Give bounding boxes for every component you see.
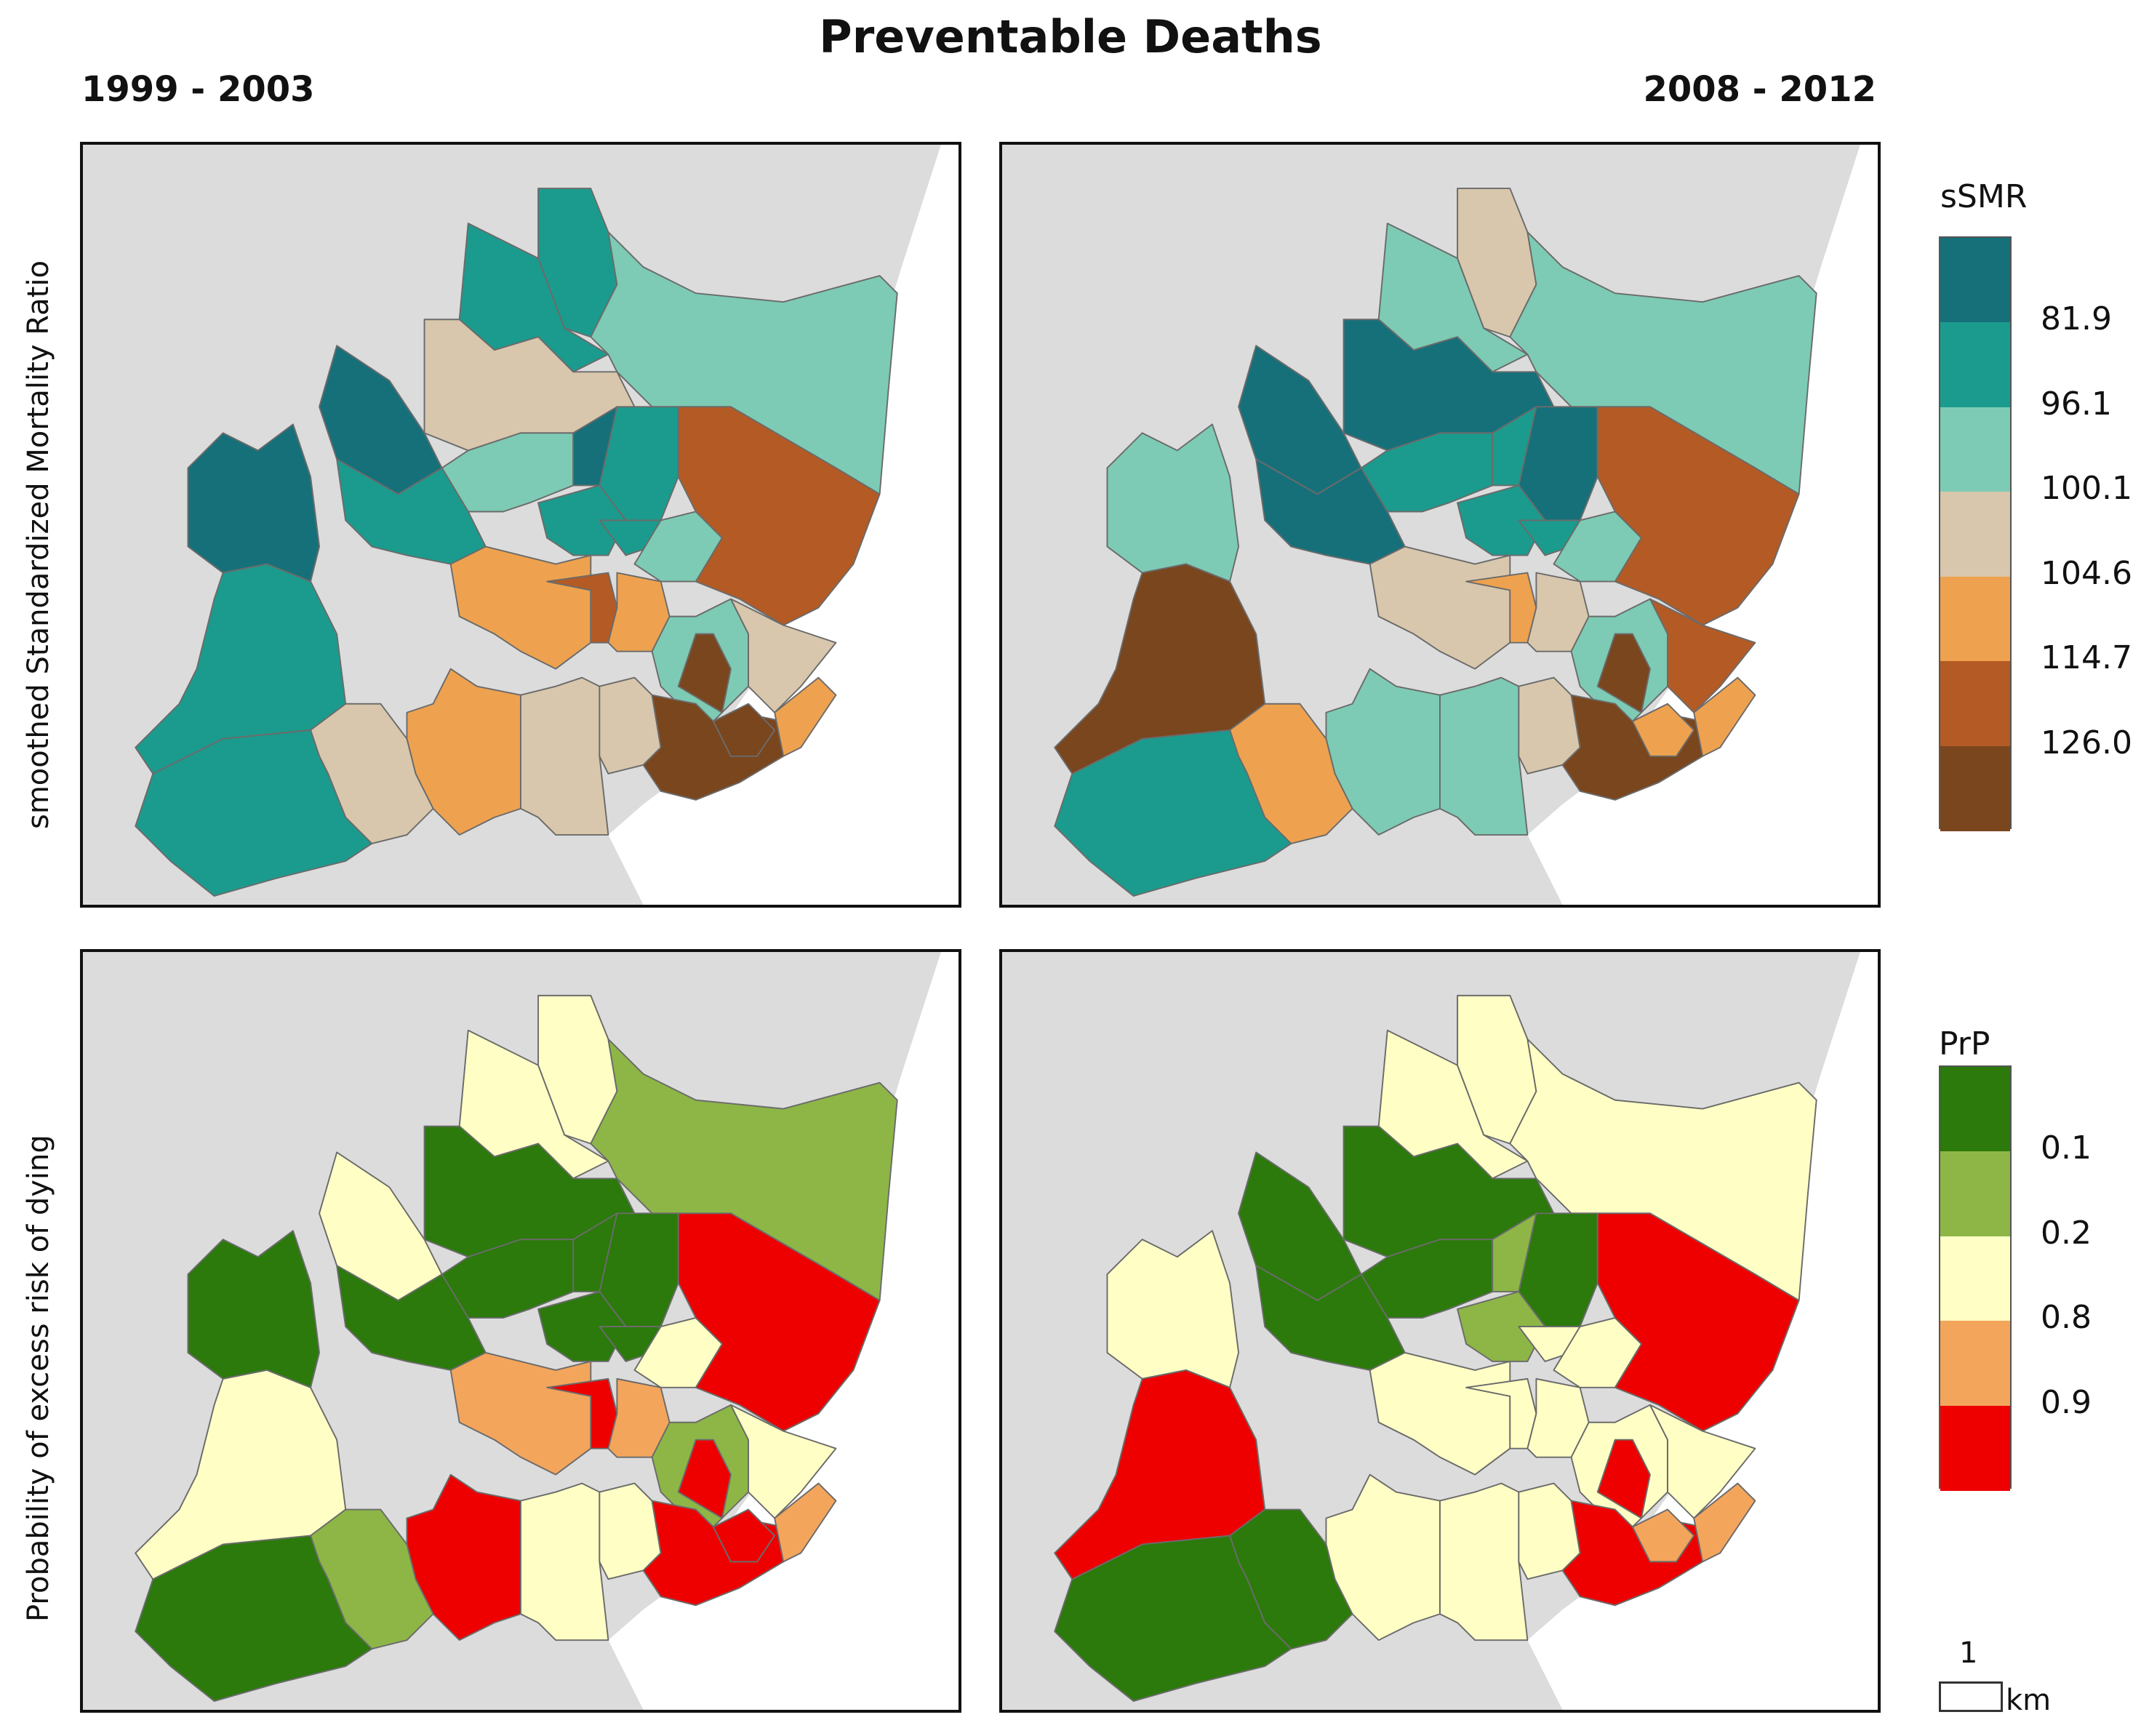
legend-break-label: 104.6 <box>2041 554 2132 592</box>
district-20[interactable] <box>677 1439 732 1519</box>
district-14[interactable] <box>1596 1212 1800 1432</box>
district-29[interactable] <box>135 1369 347 1580</box>
legend-swatch <box>1940 576 2010 663</box>
district-25[interactable] <box>712 703 776 757</box>
district-17[interactable] <box>1526 1377 1590 1458</box>
district-8[interactable] <box>187 423 321 583</box>
legend-swatch <box>1940 1067 2010 1153</box>
scale-bar-value: 1 <box>1959 1636 1978 1670</box>
scale-bar <box>1939 1681 2003 1712</box>
district-22[interactable] <box>1439 676 1529 836</box>
legend-prp-title: PrP <box>1939 1025 1990 1063</box>
district-22[interactable] <box>520 676 609 836</box>
district-25[interactable] <box>1631 1508 1695 1563</box>
district-29[interactable] <box>1054 563 1266 775</box>
legend-ssmr-colorbar <box>1939 236 2012 831</box>
row-label-prp: Probability of excess risk of dying <box>22 1135 55 1622</box>
figure-title: Preventable Deaths <box>819 10 1322 63</box>
district-4[interactable] <box>423 319 636 452</box>
legend-break-label: 81.9 <box>2041 300 2112 338</box>
district-11[interactable] <box>1457 1291 1546 1362</box>
district-25[interactable] <box>712 1508 776 1563</box>
district-4[interactable] <box>423 1125 636 1258</box>
map-panel[interactable] <box>999 949 1881 1713</box>
legend-break-label: 100.1 <box>2041 470 2132 508</box>
legend-break-label: 0.8 <box>2041 1299 2092 1337</box>
district-14[interactable] <box>1596 406 1800 626</box>
district-22[interactable] <box>1439 1482 1529 1641</box>
district-8[interactable] <box>1106 423 1240 583</box>
legend-swatch <box>1940 1151 2010 1237</box>
map-ssmr-2008-2012[interactable] <box>1002 145 1878 905</box>
map-panel[interactable] <box>999 142 1881 908</box>
period-label-left: 1999 - 2003 <box>81 69 315 110</box>
legend-break-label: 0.9 <box>2041 1383 2092 1421</box>
district-4[interactable] <box>1342 1125 1555 1258</box>
map-prp-2008-2012[interactable] <box>1002 952 1878 1710</box>
legend-swatch <box>1940 492 2010 577</box>
district-14[interactable] <box>677 1212 881 1432</box>
district-26[interactable] <box>774 1482 837 1563</box>
district-26[interactable] <box>1693 676 1756 757</box>
district-19[interactable] <box>729 1404 837 1519</box>
district-8[interactable] <box>1106 1230 1240 1388</box>
legend-break-label: 126.0 <box>2041 724 2132 761</box>
district-20[interactable] <box>677 633 732 713</box>
district-11[interactable] <box>1457 484 1546 556</box>
legend-ssmr-title: sSMR <box>1940 178 2028 215</box>
district-4[interactable] <box>1342 319 1555 452</box>
legend-swatch <box>1940 1405 2010 1491</box>
district-22[interactable] <box>520 1482 609 1641</box>
district-17[interactable] <box>607 1377 671 1458</box>
legend-swatch <box>1940 661 2010 747</box>
legend-swatch <box>1940 407 2010 493</box>
map-prp-1999-2003[interactable] <box>83 952 959 1710</box>
legend-break-label: 114.7 <box>2041 639 2132 677</box>
district-14[interactable] <box>677 406 881 626</box>
scale-bar-unit: km <box>2006 1684 2052 1717</box>
legend-break-label: 0.2 <box>2041 1214 2092 1252</box>
period-label-right: 2008 - 2012 <box>1643 69 1876 110</box>
legend-swatch <box>1940 322 2010 408</box>
district-8[interactable] <box>187 1230 321 1388</box>
district-19[interactable] <box>1649 598 1756 713</box>
legend-swatch <box>1940 1236 2010 1322</box>
legend-break-label: 0.1 <box>2041 1129 2092 1167</box>
row-label-ssmr: smoothed Standardized Mortality Ratio <box>22 260 55 829</box>
legend-prp-colorbar <box>1939 1065 2012 1491</box>
district-19[interactable] <box>1649 1404 1756 1519</box>
district-19[interactable] <box>729 598 837 713</box>
district-29[interactable] <box>1054 1369 1266 1580</box>
district-29[interactable] <box>135 563 347 775</box>
district-11[interactable] <box>537 484 627 556</box>
district-26[interactable] <box>774 676 837 757</box>
legend-swatch <box>1940 238 2010 324</box>
district-25[interactable] <box>1631 703 1695 757</box>
district-20[interactable] <box>1596 633 1651 713</box>
legend-break-label: 96.1 <box>2041 385 2112 423</box>
legend-swatch <box>1940 745 2010 831</box>
legend-swatch <box>1940 1321 2010 1407</box>
map-ssmr-1999-2003[interactable] <box>83 145 959 905</box>
district-17[interactable] <box>607 572 671 652</box>
district-11[interactable] <box>537 1291 627 1362</box>
district-26[interactable] <box>1693 1482 1756 1563</box>
district-17[interactable] <box>1526 572 1590 652</box>
map-panel[interactable] <box>80 142 961 908</box>
map-panel[interactable] <box>80 949 961 1713</box>
district-20[interactable] <box>1596 1439 1651 1519</box>
